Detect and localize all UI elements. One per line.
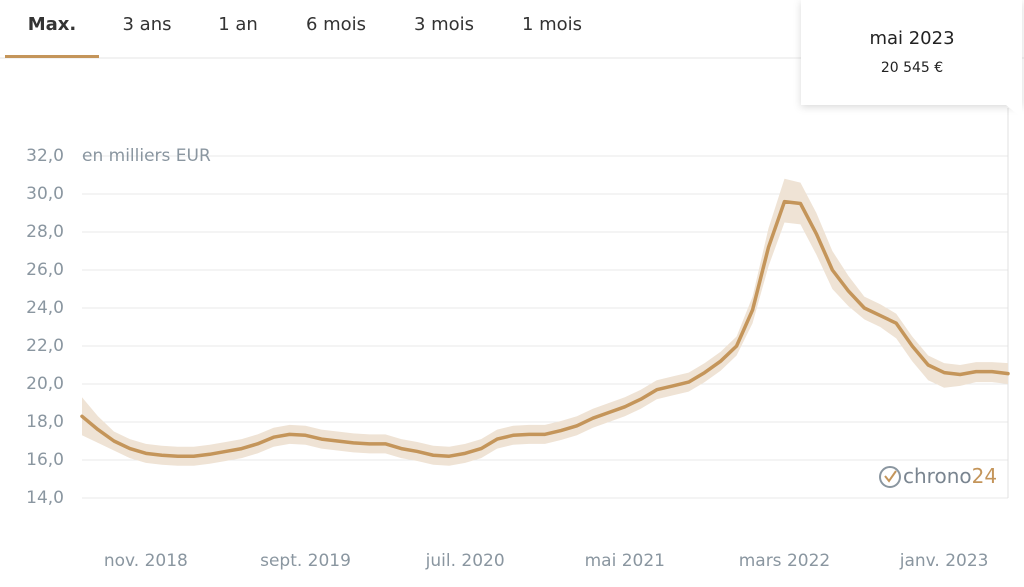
y-tick-label: 22,0 xyxy=(26,336,64,356)
y-tick-label: 20,0 xyxy=(26,374,64,394)
y-tick-label: 26,0 xyxy=(26,260,64,280)
price-line xyxy=(80,199,1010,458)
tooltip-price: 20 545 € xyxy=(881,60,943,76)
tab[interactable]: 1 an xyxy=(218,14,258,35)
tab-underline xyxy=(5,55,99,58)
logo-number: 24 xyxy=(972,464,997,488)
logo-text: chrono24 xyxy=(903,464,997,488)
plot: 14,0 16,0 18,0 20,0 22,0 24,0 26,0 28,0 30,0 32,0… xyxy=(26,108,1010,571)
tab[interactable]: 3 ans xyxy=(123,14,172,35)
tab[interactable]: 3 mois xyxy=(414,14,474,35)
tooltip-pointer xyxy=(1006,105,1022,118)
tab[interactable]: 1 mois xyxy=(522,14,582,35)
tooltip-date: mai 2023 xyxy=(869,28,954,49)
y-tick-label: 18,0 xyxy=(26,412,64,432)
y-tick-label: 24,0 xyxy=(26,298,64,318)
logo-check xyxy=(884,470,897,483)
tab[interactable]: Max. xyxy=(28,14,77,35)
x-tick-label: juil. 2020 xyxy=(425,551,505,571)
y-tick-label: 16,0 xyxy=(26,450,64,470)
y-tick-label: 28,0 xyxy=(26,222,64,242)
logo-word: chrono xyxy=(903,464,972,488)
tooltip-box xyxy=(801,0,1022,105)
y-tick-label: 32,0 xyxy=(26,146,64,166)
x-tick-label: mai 2021 xyxy=(585,551,665,571)
confidence-band xyxy=(82,178,1008,466)
tabs: Max. 3 ans 1 an 6 mois 3 mois 1 mois xyxy=(5,14,582,58)
x-tick-label: janv. 2023 xyxy=(899,551,989,571)
y-tick-label: 30,0 xyxy=(26,184,64,204)
logo: chrono24 xyxy=(879,464,997,488)
x-tick-label: mars 2022 xyxy=(739,551,831,571)
x-tick-label: nov. 2018 xyxy=(104,551,188,571)
y-tick-label: 14,0 xyxy=(26,488,64,508)
logo-icon xyxy=(879,466,901,488)
tooltip: mai 2023 20 545 € xyxy=(801,0,1022,118)
x-tick-label: sept. 2019 xyxy=(260,551,351,571)
y-unit-label: en milliers EUR xyxy=(82,146,211,166)
tab[interactable]: 6 mois xyxy=(306,14,366,35)
